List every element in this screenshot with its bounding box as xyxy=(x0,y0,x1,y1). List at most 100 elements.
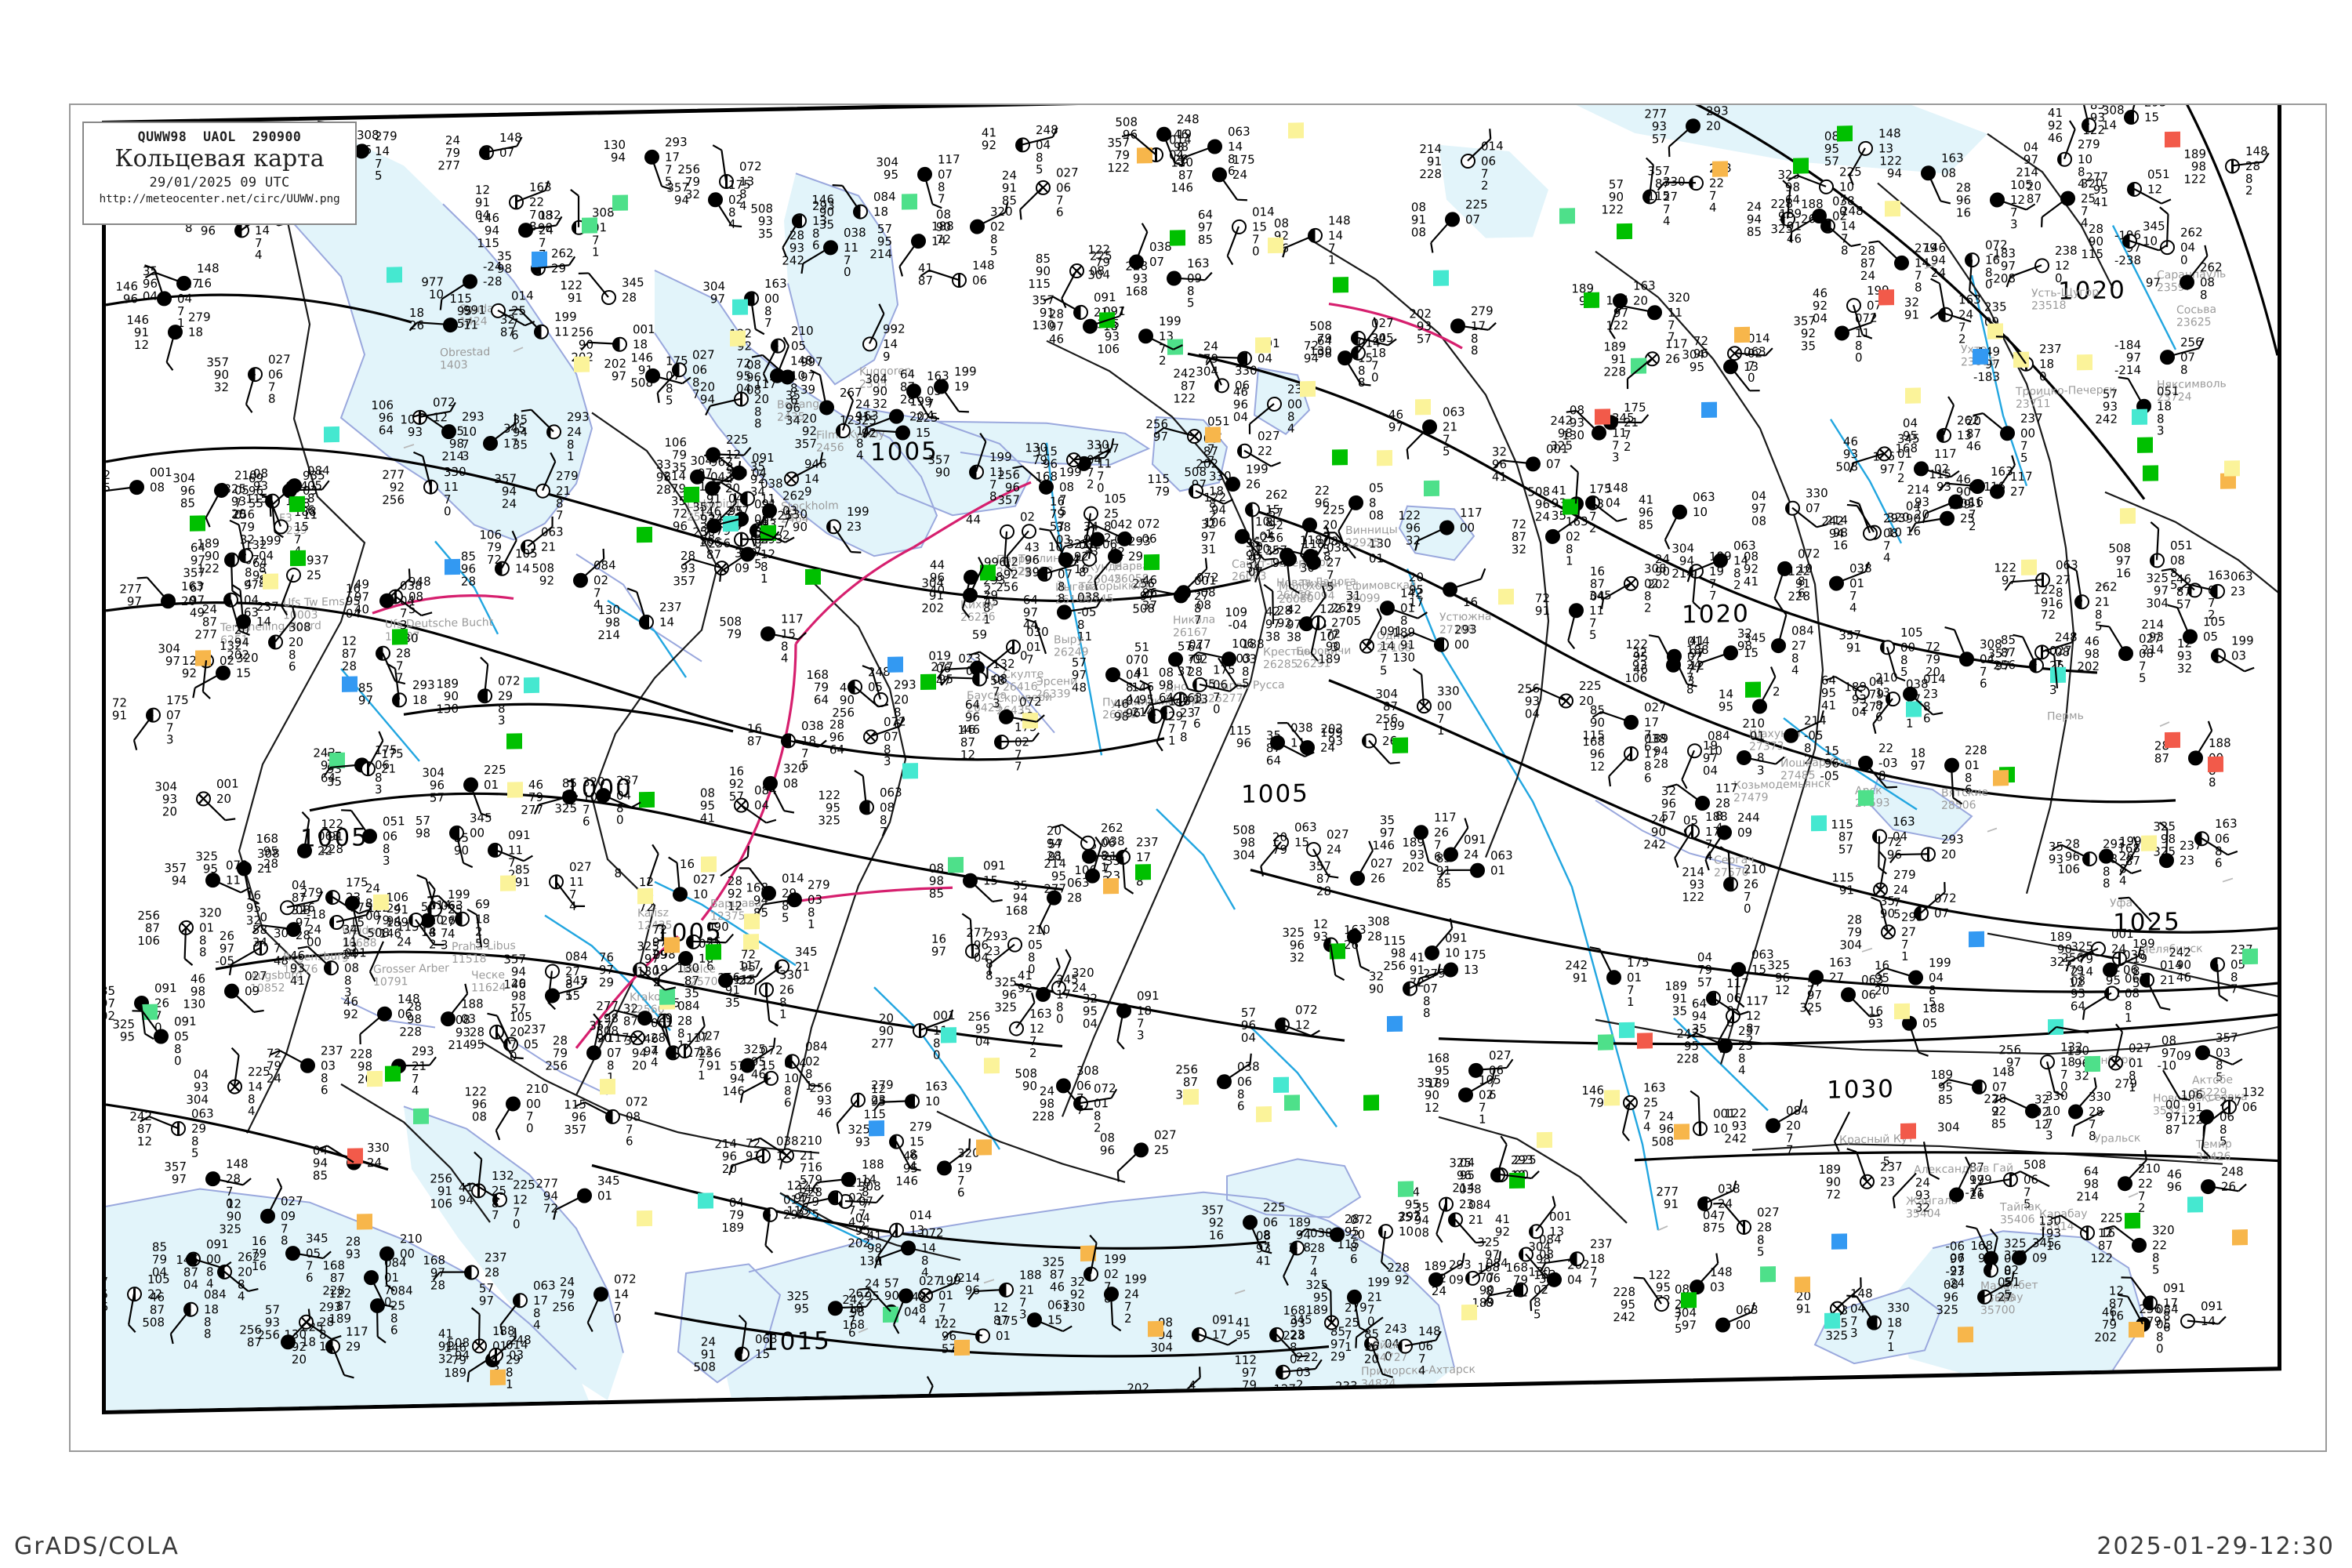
anomaly-square xyxy=(2187,1196,2203,1213)
cloud-cover-icon xyxy=(1207,139,1222,154)
cloud-cover-icon xyxy=(1841,987,1856,1003)
station-mr-value: 24 xyxy=(1327,842,1341,856)
station-bl-value: 85 xyxy=(1436,876,1451,890)
cloud-cover-icon xyxy=(2150,553,2165,568)
cloud-cover-icon xyxy=(759,982,774,998)
station-name: Obrestad xyxy=(440,346,490,359)
station-name: Йошкар-Ола xyxy=(1780,756,1852,770)
station-tr-value: 225 xyxy=(1090,249,1112,263)
station-tr-value: 262 xyxy=(782,488,805,503)
station-tr-value: 199 xyxy=(954,365,977,379)
station-ml-value: 87 xyxy=(1703,1221,1718,1235)
anomaly-square xyxy=(2232,1229,2248,1246)
station-tr-value: 293 xyxy=(1128,534,1151,549)
station-ml-value: 91 xyxy=(1573,971,1588,985)
station-bl-value: 57 xyxy=(1824,154,1839,169)
station-mr-value: 09 xyxy=(1449,1272,1464,1287)
station-tr-value: 072 xyxy=(1855,311,1878,326)
cloud-cover-icon xyxy=(1723,645,1738,661)
station-tr-value: 199 xyxy=(1969,1173,1992,1188)
station-bl-value: 57 xyxy=(1838,842,1853,856)
anomaly-square xyxy=(1598,1034,1613,1051)
station-tr-value: 038 xyxy=(801,719,824,734)
cloud-cover-icon xyxy=(1237,443,1252,459)
station-bl-value: 04 xyxy=(1233,410,1248,424)
station-mr-value: 07 xyxy=(1058,567,1073,581)
station-tr-value: 237 xyxy=(1590,1236,1613,1251)
station-mr-value: 20 xyxy=(1323,517,1338,532)
map-viewport[interactable]: 1005 1000 1005 1005 1005 1020 1020 1025 … xyxy=(71,105,2325,1450)
station-mr-value: 10 xyxy=(1708,744,1722,758)
station-tr-value: 175 xyxy=(1627,955,1650,970)
chart-title: Кольцевая карта xyxy=(114,147,324,172)
station-bl-value: 168 xyxy=(1125,284,1148,299)
station-ml-value: 92 xyxy=(1395,1273,1410,1287)
cloud-cover-icon xyxy=(281,1334,296,1350)
cloud-cover-icon xyxy=(2143,1295,2158,1311)
cloud-cover-icon xyxy=(488,1347,503,1363)
anomaly-square xyxy=(600,1078,615,1095)
cloud-cover-icon xyxy=(1039,479,1054,495)
source-url[interactable]: http://meteocenter.net/circ/UUWW.png xyxy=(99,193,339,205)
station-id: 27479 xyxy=(1733,791,1769,804)
station-br-value: 08 xyxy=(1369,508,1384,522)
station-mr-value: 04 xyxy=(2180,240,2195,254)
station-br-value: 8 xyxy=(1878,768,1886,782)
station-mr-value: 23 xyxy=(847,520,862,534)
anomaly-square xyxy=(2141,835,2157,851)
station-tl-value: 202 xyxy=(1127,1381,1149,1396)
station-bl-value: 228 xyxy=(322,1283,345,1298)
cloud-cover-icon xyxy=(285,1245,300,1261)
station-tr-value: 279 xyxy=(1915,241,1937,256)
station-mr-value: 14 xyxy=(2201,1314,2216,1328)
station-bl-value: 357 xyxy=(997,492,1020,507)
station-ml-value: 26 xyxy=(409,318,424,332)
cloud-cover-icon xyxy=(223,592,238,608)
anomaly-square xyxy=(730,330,746,347)
station-tr-value: 014 xyxy=(782,871,804,886)
cloud-cover-icon xyxy=(2222,1099,2237,1115)
cloud-cover-icon xyxy=(477,688,492,704)
cloud-cover-icon xyxy=(376,645,390,661)
station-tr-value: 038 xyxy=(844,225,866,240)
station-tr-value: 248 xyxy=(1036,123,1058,138)
station-bl-value: 242 xyxy=(1643,837,1666,852)
station-tr-value: 142 xyxy=(1400,586,1423,601)
station-bl-value: 189 xyxy=(721,1221,744,1236)
station-tr-value: 320 xyxy=(1668,290,1690,305)
anomaly-square xyxy=(500,875,516,891)
station-bl-value: 85 xyxy=(1198,233,1213,247)
station-tr-value: 063 xyxy=(755,1332,778,1347)
anomaly-square xyxy=(1144,554,1160,571)
anomaly-square xyxy=(1993,770,2009,786)
station-mr-value: 11 xyxy=(989,465,1004,479)
station-tr-value: 027 xyxy=(245,969,267,984)
station-bl-value: 277 xyxy=(871,1036,894,1051)
station-tr-value: 072 xyxy=(1798,546,1820,561)
station-tr-value: 199 xyxy=(1159,314,1181,328)
station-tr-value: 027 xyxy=(1644,700,1667,715)
station-id: 11624 xyxy=(471,982,506,995)
station-mr-value: 13 xyxy=(1957,428,1972,442)
anomaly-square xyxy=(357,1214,372,1230)
station-ml-value: 79 xyxy=(1033,453,1047,467)
station-mr-value: 06 xyxy=(268,367,283,381)
station-bl-value: 16 xyxy=(1956,205,1971,220)
station-tr-value: 225 xyxy=(484,763,506,778)
station-tr-value: 027 xyxy=(1371,316,1394,331)
station-tr-value: 084 xyxy=(1791,623,1814,638)
cloud-cover-icon xyxy=(1647,305,1662,321)
station-mr-value: 01 xyxy=(1094,1096,1109,1110)
cloud-cover-icon xyxy=(2118,645,2133,662)
station-bl-value: 57 xyxy=(1050,519,1065,533)
station-tr-value: 001 xyxy=(933,1008,956,1023)
